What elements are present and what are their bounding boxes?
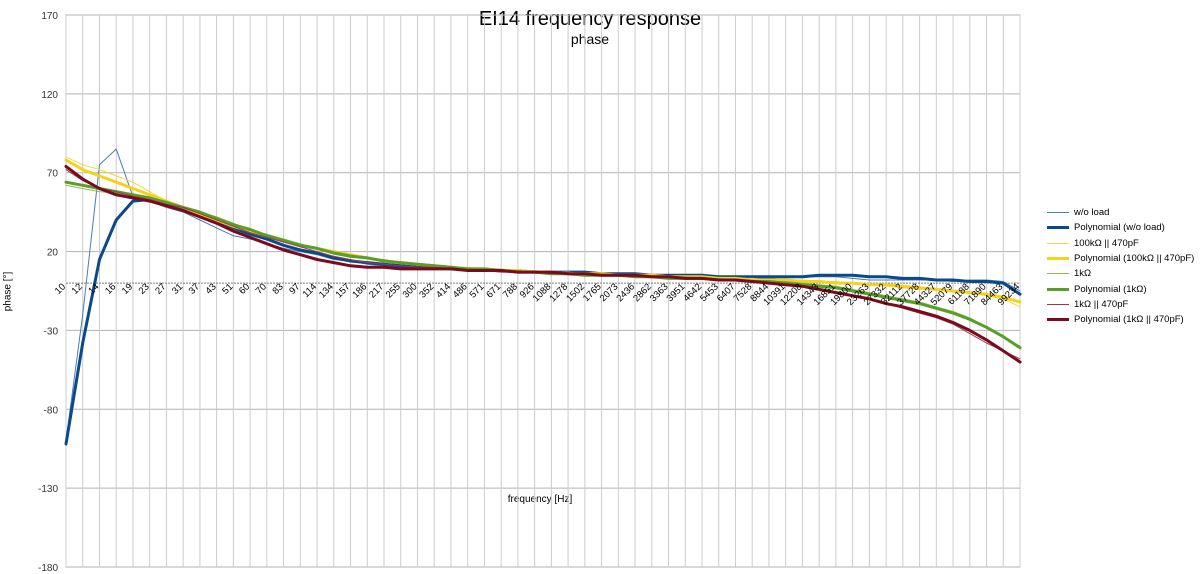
legend-item: 100kΩ || 470pF [1047,236,1197,251]
x-tick-label: 157 [334,281,353,300]
y-tick-label: 120 [41,90,58,101]
series-line-3 [64,158,1022,304]
legend-label: Polynomial (1kΩ) [1074,283,1147,295]
legend-label: Polynomial (w/o load) [1074,222,1165,234]
x-tick-label: 571 [468,281,487,300]
x-tick-label: 414 [434,281,453,300]
legend-swatch [1047,273,1069,275]
x-tick-label: 300 [401,281,420,300]
legend-item: Polynomial (100kΩ || 470pF) [1047,251,1197,266]
x-tick-label: 788 [501,281,520,300]
series-line-4 [65,184,1021,347]
y-tick-label: 70 [47,169,59,180]
legend: w/o load Polynomial (w/o load) 100kΩ || 47… [1047,205,1197,327]
y-tick-label: 20 [47,248,59,259]
legend-swatch [1047,303,1069,305]
y-tick-label: -180 [38,563,58,574]
y-tick-label: -80 [44,405,59,416]
legend-item: Polynomial (w/o load) [1047,220,1197,235]
legend-label: 1kΩ || 470pF [1074,298,1129,310]
legend-swatch [1047,287,1069,291]
chart-subtitle: phase [570,31,610,47]
series-line-1 [64,198,1022,446]
legend-label: Polynomial (1kΩ || 470pF) [1074,314,1184,326]
legend-item: 1kΩ || 470pF [1047,297,1197,312]
y-tick-label: -30 [44,326,59,337]
x-tick-label: 671 [484,281,503,300]
legend-swatch [1047,257,1069,261]
x-tick-label: 186 [350,281,369,300]
legend-swatch [1047,242,1069,244]
legend-swatch [1047,226,1069,230]
x-tick-label: 217 [367,281,386,300]
legend-item: Polynomial (1kΩ || 470pF) [1047,312,1197,327]
y-tick-label: -130 [38,484,58,495]
x-tick-label: 114 [301,281,319,299]
legend-label: Polynomial (100kΩ || 470pF) [1074,253,1195,265]
x-tick-label: 255 [384,281,403,300]
x-tick-label: 486 [451,281,470,300]
legend-swatch [1047,318,1069,322]
y-tick-label: 170 [41,11,58,22]
legend-item: w/o load [1047,205,1197,220]
legend-item: Polynomial (1kΩ) [1047,281,1197,296]
x-tick-label: 352 [417,281,436,300]
legend-swatch [1047,212,1069,214]
legend-item: 1kΩ [1047,266,1197,281]
x-axis-label: frequency [Hz] [507,494,573,505]
series-line-5 [64,180,1022,350]
legend-label: w/o load [1074,207,1110,219]
x-tick-label: 134 [317,281,336,300]
legend-label: 1kΩ [1074,268,1092,280]
series-line-7 [64,164,1022,364]
legend-label: 100kΩ || 470pF [1074,237,1139,249]
